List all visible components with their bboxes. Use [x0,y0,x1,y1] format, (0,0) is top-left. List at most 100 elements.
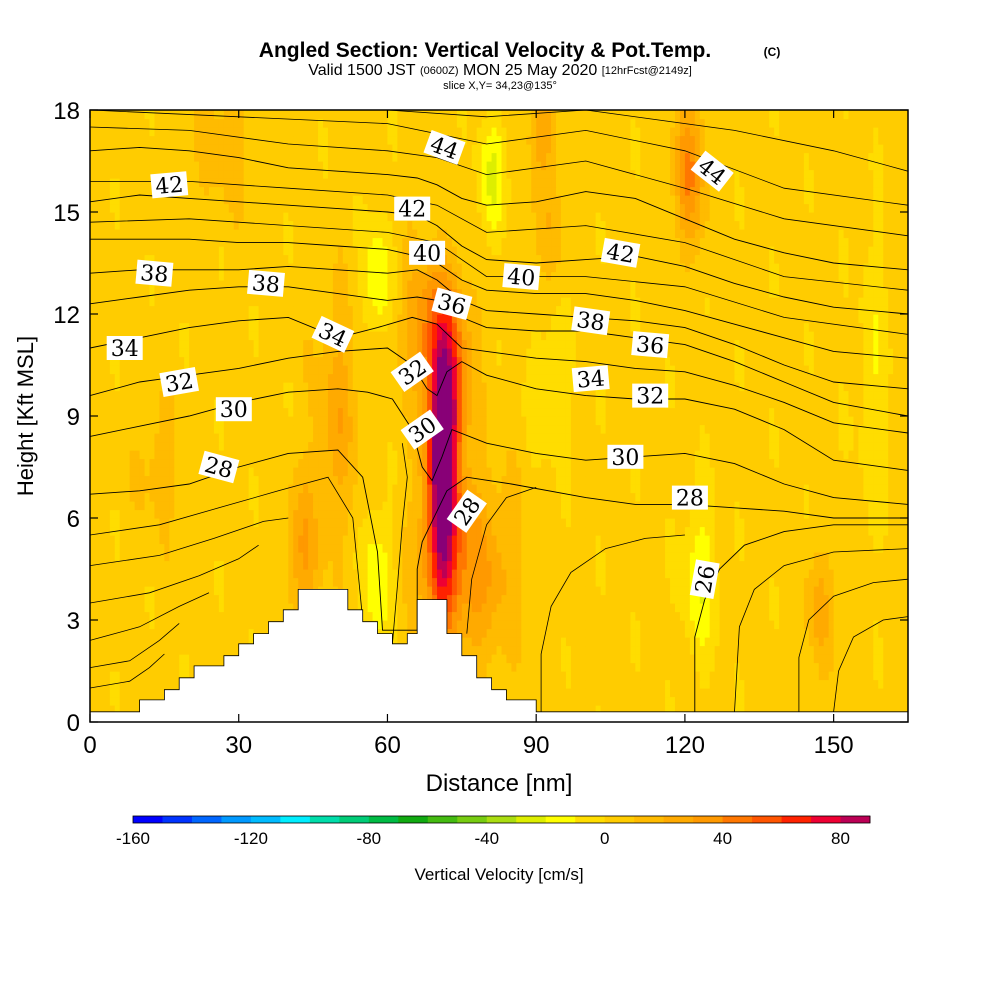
velocity-cell [873,688,879,698]
velocity-cell [600,620,607,630]
velocity-cell [610,569,617,579]
velocity-cell [620,671,627,681]
velocity-cell [347,594,354,604]
velocity-cell [813,620,820,630]
velocity-cell [749,526,755,536]
velocity-cell [883,645,889,655]
velocity-cell [228,526,235,536]
velocity-cell [645,535,651,545]
velocity-cell [873,654,879,664]
velocity-cell [888,484,894,494]
velocity-cell [496,586,503,596]
velocity-cell [303,577,309,587]
velocity-cell [863,569,869,579]
velocity-cell [144,586,151,596]
velocity-cell [432,586,438,596]
velocity-cell [719,654,726,664]
velocity-cell [491,560,498,570]
velocity-cell [679,526,686,536]
velocity-cell [278,484,284,494]
velocity-cell [283,577,289,587]
velocity-cell [154,611,161,621]
velocity-cell [838,645,845,655]
velocity-cell [556,518,562,528]
velocity-cell [898,679,904,689]
velocity-cell [615,484,622,494]
velocity-cell [848,535,855,545]
velocity-cell [511,526,517,536]
velocity-cell [848,560,855,570]
velocity-cell [764,637,770,647]
velocity-cell [199,577,205,587]
velocity-cell [531,552,537,562]
velocity-cell [169,679,175,689]
velocity-cell [164,679,170,689]
velocity-cell [813,654,820,664]
velocity-cell [154,645,161,655]
velocity-cell [798,501,805,511]
velocity-cell [476,484,483,494]
velocity-cell [863,705,869,715]
velocity-cell [655,645,661,655]
velocity-cell [848,662,855,672]
velocity-cell [114,603,121,613]
velocity-cell [789,577,795,587]
velocity-cell [754,467,760,477]
velocity-cell [417,492,423,502]
velocity-cell [749,501,755,511]
velocity-cell [313,577,319,587]
velocity-cell [144,594,151,604]
velocity-cell [699,611,706,621]
velocity-cell [243,458,250,468]
velocity-cell [640,611,646,621]
velocity-cell [640,577,646,587]
velocity-cell [427,586,433,596]
velocity-cell [377,475,384,485]
velocity-cell [248,594,255,604]
velocity-cell [268,526,275,536]
velocity-cell [412,620,418,630]
velocity-cell [134,501,141,511]
velocity-cell [769,628,775,638]
velocity-cell [397,501,403,511]
velocity-cell [843,662,850,672]
velocity-cell [437,594,443,604]
velocity-cell [357,467,364,477]
velocity-cell [808,654,815,664]
velocity-cell [674,603,681,613]
velocity-cell [208,492,215,502]
velocity-cell [898,620,904,630]
velocity-cell [417,518,423,528]
velocity-cell [615,620,622,630]
velocity-cell [134,696,141,706]
velocity-cell [660,594,666,604]
velocity-cell [204,594,210,604]
velocity-cell [595,620,602,630]
velocity-cell [868,645,874,655]
velocity-cell [823,509,830,519]
velocity-cell [223,552,230,562]
velocity-cell [704,637,711,647]
velocity-cell [273,577,279,587]
velocity-cell [714,467,721,477]
velocity-cell [288,569,294,579]
velocity-cell [427,509,433,519]
velocity-cell [382,543,389,553]
velocity-cell [94,569,101,579]
velocity-cell [600,603,607,613]
velocity-cell [184,535,190,545]
velocity-cell [694,603,701,613]
velocity-cell [823,611,830,621]
velocity-cell [104,654,111,664]
velocity-cell [149,679,156,689]
velocity-cell [124,552,131,562]
velocity-cell [392,560,398,570]
velocity-cell [828,671,835,681]
velocity-cell [853,611,860,621]
velocity-cell [903,518,908,528]
velocity-cell [803,611,810,621]
velocity-cell [397,620,403,630]
velocity-cell [679,586,686,596]
velocity-cell [625,569,631,579]
